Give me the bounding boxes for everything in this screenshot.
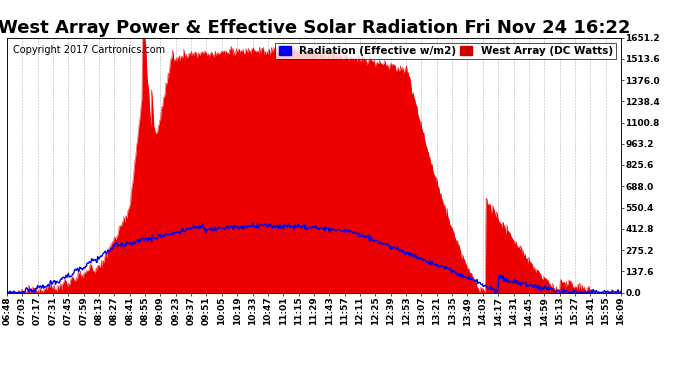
Legend: Radiation (Effective w/m2), West Array (DC Watts): Radiation (Effective w/m2), West Array (… [275,43,615,59]
Text: Copyright 2017 Cartronics.com: Copyright 2017 Cartronics.com [13,45,165,55]
Title: West Array Power & Effective Solar Radiation Fri Nov 24 16:22: West Array Power & Effective Solar Radia… [0,20,630,38]
